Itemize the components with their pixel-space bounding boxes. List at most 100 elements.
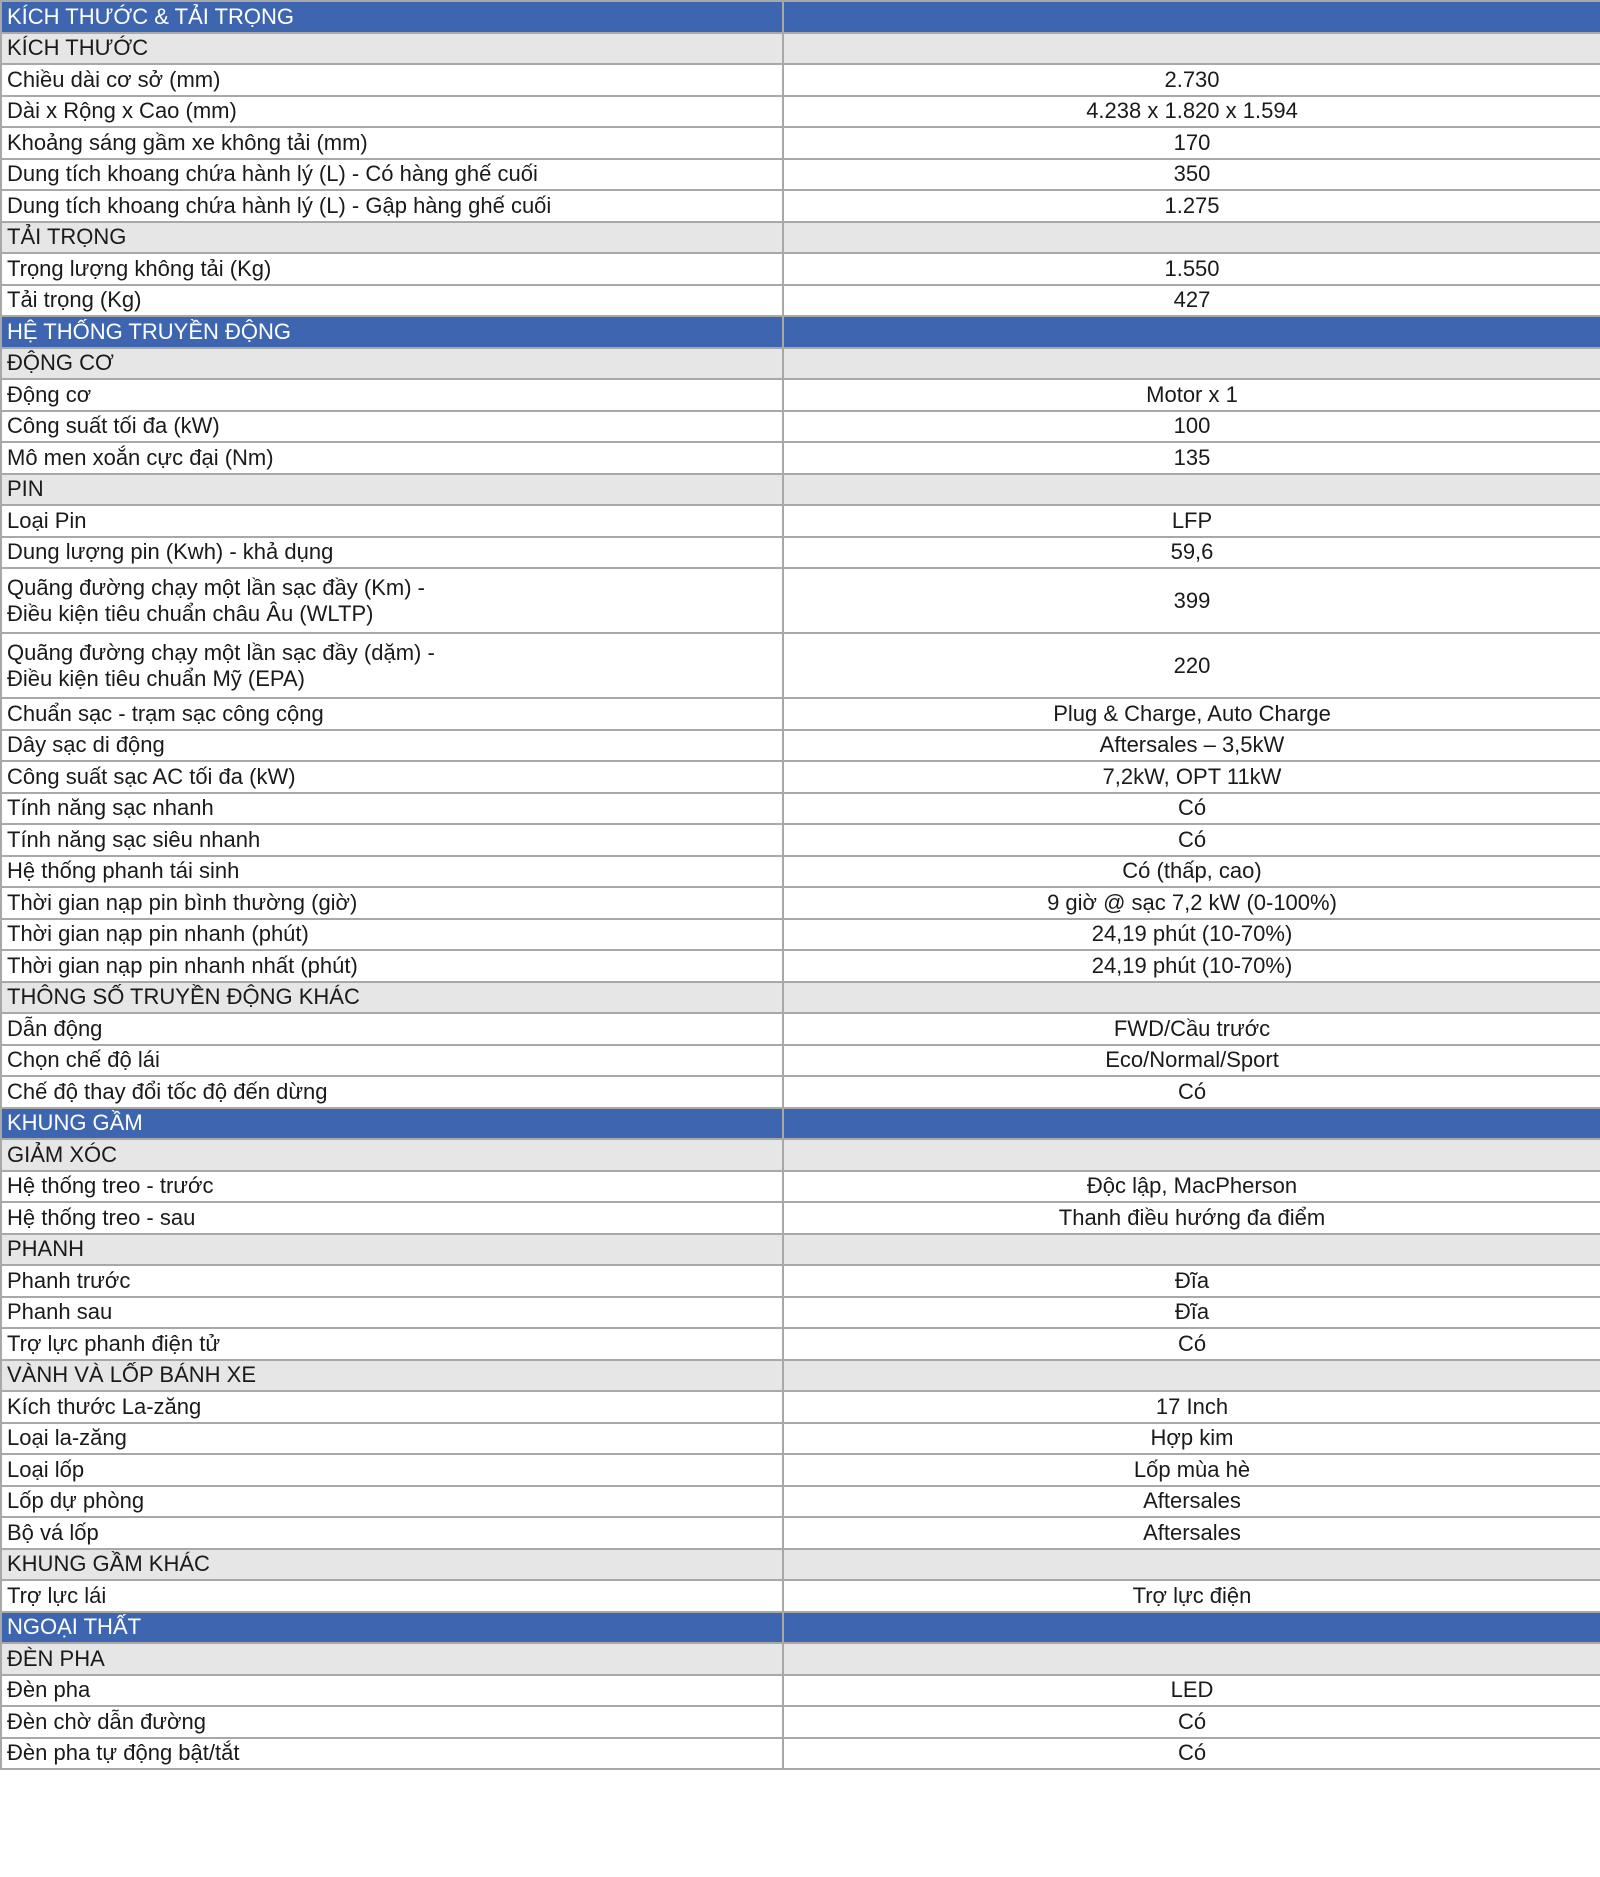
spec-value: Motor x 1 [782,378,1600,412]
spec-row: Quãng đường chạy một lần sạc đầy (Km) -Đ… [0,567,1600,634]
section-title: KHUNG GẦM [0,1106,784,1140]
spec-label: Chọn chế độ lái [0,1043,784,1077]
subsection-header-row: TẢI TRỌNG [0,220,1600,254]
spec-label: Tính năng sạc siêu nhanh [0,823,784,857]
spec-value: 7,2kW, OPT 11kW [782,760,1600,794]
spec-label: Quãng đường chạy một lần sạc đầy (Km) -Đ… [0,567,784,634]
spec-row: Quãng đường chạy một lần sạc đầy (dặm) -… [0,632,1600,699]
spec-value: Eco/Normal/Sport [782,1043,1600,1077]
spec-value: LFP [782,504,1600,538]
spec-row: Phanh trước Đĩa [0,1264,1600,1298]
spec-row: Dung tích khoang chứa hành lý (L) - Gập … [0,189,1600,223]
section-title: PIN [0,472,784,506]
spec-value: Có [782,1736,1600,1770]
subsection-header-row: ĐÈN PHA [0,1642,1600,1676]
spec-label: Phanh trước [0,1264,784,1298]
spec-value: Có [782,791,1600,825]
section-title: GIẢM XÓC [0,1138,784,1172]
spec-label: Hệ thống treo - trước [0,1169,784,1203]
spec-label: Khoảng sáng gầm xe không tải (mm) [0,126,784,160]
spec-row: Dung lượng pin (Kwh) - khả dụng 59,6 [0,535,1600,569]
spec-row: Hệ thống treo - sau Thanh điều hướng đa đ… [0,1201,1600,1235]
spec-label-line: Quãng đường chạy một lần sạc đầy (Km) - [7,574,425,600]
spec-row: Bộ vá lốp Aftersales [0,1516,1600,1550]
spec-value [782,1232,1600,1266]
spec-row: Loại Pin LFP [0,504,1600,538]
section-header-row: KHUNG GẦM [0,1106,1600,1140]
spec-value: FWD/Cầu trước [782,1012,1600,1046]
spec-label: Đèn pha tự động bật/tắt [0,1736,784,1770]
spec-row: Chiều dài cơ sở (mm) 2.730 [0,63,1600,97]
section-title: THÔNG SỐ TRUYỀN ĐỘNG KHÁC [0,980,784,1014]
subsection-header-row: PHANH [0,1232,1600,1266]
spec-label: Dung lượng pin (Kwh) - khả dụng [0,535,784,569]
spec-value [782,472,1600,506]
spec-row: Hệ thống phanh tái sinh Có (thấp, cao) [0,854,1600,888]
spec-label: Tính năng sạc nhanh [0,791,784,825]
spec-row: Trợ lực phanh điện tử Có [0,1327,1600,1361]
spec-value: Có [782,1327,1600,1361]
spec-value: 2.730 [782,63,1600,97]
spec-value: 1.275 [782,189,1600,223]
spec-row: Đèn pha tự động bật/tắt Có [0,1736,1600,1770]
spec-row: Trợ lực lái Trợ lực điện [0,1579,1600,1613]
spec-row: Thời gian nạp pin nhanh nhất (phút) 24,19… [0,949,1600,983]
section-title: NGOẠI THẤT [0,1610,784,1644]
spec-label: Chiều dài cơ sở (mm) [0,63,784,97]
spec-value: 170 [782,126,1600,160]
subsection-header-row: ĐỘNG CƠ [0,346,1600,380]
spec-row: Dung tích khoang chứa hành lý (L) - Có h… [0,157,1600,191]
subsection-header-row: GIẢM XÓC [0,1138,1600,1172]
specifications-table: KÍCH THƯỚC & TẢI TRỌNG KÍCH THƯỚC Chiều dà… [0,0,1600,1770]
spec-value: Trợ lực điện [782,1579,1600,1613]
section-header-row: NGOẠI THẤT [0,1610,1600,1644]
spec-row: Tải trọng (Kg) 427 [0,283,1600,317]
spec-value [782,220,1600,254]
spec-label: Tải trọng (Kg) [0,283,784,317]
section-header-row: KÍCH THƯỚC & TẢI TRỌNG [0,0,1600,34]
section-title: KHUNG GẦM KHÁC [0,1547,784,1581]
spec-label: Loại Pin [0,504,784,538]
spec-label: Dung tích khoang chứa hành lý (L) - Có h… [0,157,784,191]
spec-value: Thanh điều hướng đa điểm [782,1201,1600,1235]
spec-label: Hệ thống phanh tái sinh [0,854,784,888]
spec-row: Thời gian nạp pin bình thường (giờ) 9 giờ… [0,886,1600,920]
spec-row: Công suất tối đa (kW) 100 [0,409,1600,443]
spec-row: Lốp dự phòng Aftersales [0,1484,1600,1518]
spec-value: 100 [782,409,1600,443]
spec-row: Dài x Rộng x Cao (mm) 4.238 x 1.820 x 1.5… [0,94,1600,128]
spec-value: Có (thấp, cao) [782,854,1600,888]
section-title: HỆ THỐNG TRUYỀN ĐỘNG [0,315,784,349]
spec-value: 350 [782,157,1600,191]
spec-label: Phanh sau [0,1295,784,1329]
spec-value: Có [782,823,1600,857]
spec-label: Thời gian nạp pin nhanh nhất (phút) [0,949,784,983]
spec-label-line: Quãng đường chạy một lần sạc đầy (dặm) - [7,639,435,665]
spec-label: Thời gian nạp pin bình thường (giờ) [0,886,784,920]
spec-row: Động cơ Motor x 1 [0,378,1600,412]
spec-value: 427 [782,283,1600,317]
section-title: ĐÈN PHA [0,1642,784,1676]
spec-value: Đĩa [782,1264,1600,1298]
spec-value: Aftersales [782,1484,1600,1518]
spec-row: Loại lốp Lốp mùa hè [0,1453,1600,1487]
section-title: PHANH [0,1232,784,1266]
spec-value: Đĩa [782,1295,1600,1329]
section-title: KÍCH THƯỚC [0,31,784,65]
spec-value: 399 [782,567,1600,634]
subsection-header-row: PIN [0,472,1600,506]
spec-label: Lốp dự phòng [0,1484,784,1518]
spec-value: Có [782,1075,1600,1109]
subsection-header-row: KÍCH THƯỚC [0,31,1600,65]
spec-value [782,0,1600,34]
spec-label-line: Điều kiện tiêu chuẩn châu Âu (WLTP) [7,600,374,626]
spec-value [782,1547,1600,1581]
spec-value: Độc lập, MacPherson [782,1169,1600,1203]
spec-value [782,346,1600,380]
spec-row: Chọn chế độ lái Eco/Normal/Sport [0,1043,1600,1077]
spec-row: Chế độ thay đổi tốc độ đến dừng Có [0,1075,1600,1109]
spec-value: 1.550 [782,252,1600,286]
spec-label: Quãng đường chạy một lần sạc đầy (dặm) -… [0,632,784,699]
section-header-row: HỆ THỐNG TRUYỀN ĐỘNG [0,315,1600,349]
spec-label-line: Điều kiện tiêu chuẩn Mỹ (EPA) [7,665,305,691]
